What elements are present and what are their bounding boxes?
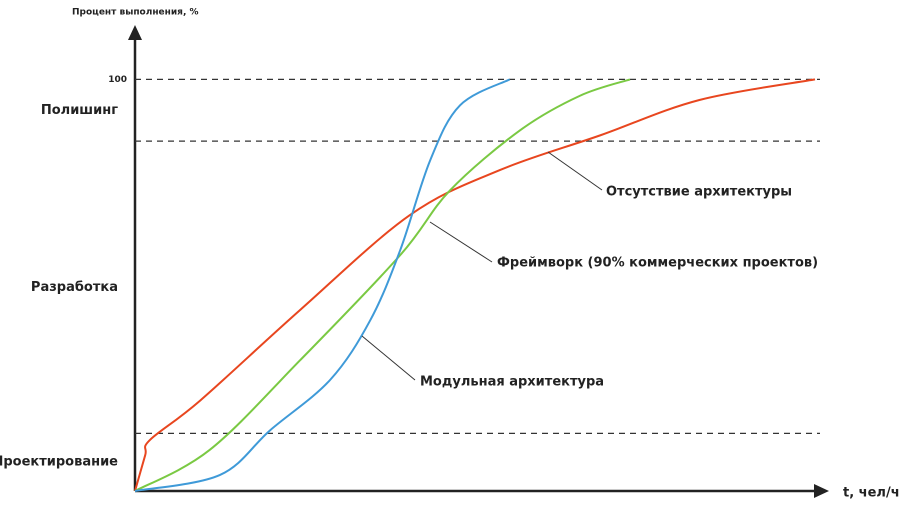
line: [134, 78, 631, 492]
line: [134, 78, 816, 492]
series-label: Модульная архитектура: [420, 375, 604, 390]
series-label: Отсутствие архитектуры: [606, 185, 792, 200]
series-label: Фреймворк (90% коммерческих проектов): [497, 256, 818, 271]
y-tick-label: 100: [108, 75, 127, 85]
y-axis-label: Процент выполнения, %: [72, 8, 199, 18]
x-axis-arrow: [814, 484, 829, 498]
y-axis-arrow: [128, 25, 142, 40]
leader-line: [429, 221, 493, 263]
phase-label: Полишинг: [41, 103, 118, 118]
line: [134, 78, 511, 492]
leader-line: [361, 335, 416, 381]
x-axis-label: t, чел/ч: [843, 486, 900, 501]
phase-label: Проектирование: [0, 455, 118, 470]
leader-line: [547, 151, 603, 191]
phase-label: Разработка: [31, 280, 118, 295]
